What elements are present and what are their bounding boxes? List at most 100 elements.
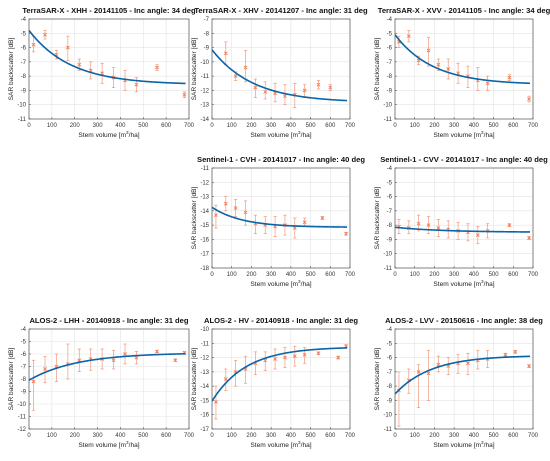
y-tick-label: -12: [17, 427, 26, 433]
data-point: [316, 82, 321, 87]
x-axis-unit-sup: 3: [298, 130, 301, 135]
data-point: [527, 236, 531, 240]
plot-title: TerraSAR-X - XVV - 20141105 - Inc angle:…: [378, 6, 550, 15]
x-axis-unit-sup: 3: [126, 130, 129, 135]
y-tick-label: -10: [17, 103, 26, 109]
plot-content: [212, 41, 348, 108]
y-axis-label-name: SAR backscatter: [191, 199, 198, 249]
y-tick-label: -10: [200, 60, 209, 66]
y-axis-label-name: SAR backscatter: [374, 50, 381, 100]
y-axis-label-name: SAR backscatter: [374, 360, 381, 410]
y-tick-label: -5: [21, 340, 27, 346]
data-point: [253, 85, 258, 90]
y-axis-unit: [dB]: [191, 37, 198, 49]
y-axis-label: SAR backscatter [dB]: [374, 186, 381, 249]
x-tick-label: 0: [210, 433, 214, 439]
data-point: [65, 45, 70, 50]
x-tick-label: 300: [266, 123, 277, 129]
subplot-1: 0 100 200 300 400 500 600 700 -11 -10 -9 -8 -7 -6 -5 -4…: [8, 6, 196, 139]
x-tick-label: 600: [508, 123, 519, 129]
data-point: [316, 351, 321, 356]
axes-box: [394, 328, 534, 430]
x-tick-label: 0: [393, 123, 397, 129]
data-point: [302, 352, 307, 357]
y-tick-label: -4: [387, 327, 393, 333]
fit-curve: [395, 226, 531, 233]
y-axis-label: SAR backscatter [dB]: [191, 347, 198, 410]
data-point: [485, 81, 490, 86]
y-tick-label: -12: [200, 88, 209, 94]
y-tick-label: -15: [200, 223, 209, 229]
y-tick-label: -7: [204, 17, 210, 23]
data-point: [302, 88, 307, 93]
x-tick-label: 100: [47, 433, 58, 439]
subplot-8: 0 100 200 300 400 500 600 700 -11 -10 -9 -8 -7 -6 -5 -4…: [374, 316, 543, 449]
x-tick-label: 500: [489, 433, 500, 439]
plot-content: [395, 30, 531, 103]
x-axis-unit-tail: /ha]: [129, 442, 140, 449]
data-point: [426, 371, 431, 376]
plot-area: [395, 19, 533, 119]
x-axis-label: Stem volume [m3/ha]: [433, 130, 494, 139]
data-point: [31, 42, 36, 47]
y-tick-label: -6: [21, 46, 27, 52]
x-tick-label: 300: [93, 433, 104, 439]
y-tick-label: -5: [387, 31, 393, 37]
x-axis-unit-tail: /ha]: [484, 132, 495, 139]
y-axis-unit: [dB]: [8, 37, 15, 49]
x-tick-label: 500: [306, 272, 317, 278]
data-point: [223, 51, 228, 56]
x-axis-unit-tail: /ha]: [484, 442, 495, 449]
y-tick-label: -7: [21, 60, 27, 66]
data-point: [302, 220, 307, 225]
y-tick-label: -14: [200, 384, 209, 390]
y-tick-label: -11: [201, 74, 210, 80]
data-point: [54, 364, 59, 369]
plot-title: TerraSAR-X - XHV - 20141207 - Inc angle:…: [194, 6, 368, 15]
y-axis-unit: [dB]: [374, 186, 381, 198]
y-tick-label: -14: [200, 117, 209, 123]
y-tick-label: -4: [387, 17, 393, 23]
plot-content: [29, 343, 187, 411]
x-axis-unit-tail: /ha]: [301, 281, 312, 288]
axes-box: [211, 18, 351, 120]
x-tick-label: 0: [210, 123, 214, 129]
plot-content: [212, 344, 348, 420]
data-point: [292, 226, 297, 230]
data-point: [214, 399, 218, 404]
subplot-3: 0 100 200 300 400 500 600 700 -11 -10 -9 -8 -7 -6 -5 -4…: [374, 6, 550, 139]
x-tick-label: 500: [306, 123, 317, 129]
data-point: [273, 357, 278, 361]
data-point: [436, 62, 441, 67]
data-point: [233, 369, 238, 374]
x-tick-label: 600: [508, 272, 519, 278]
x-axis-label-name: Stem volume: [250, 132, 289, 139]
data-point: [283, 94, 287, 99]
y-axis-label: SAR backscatter [dB]: [374, 347, 381, 410]
x-axis-label-name: Stem volume: [433, 281, 472, 288]
plot-title: ALOS-2 - LVV - 20150616 - Inc angle: 38 …: [385, 316, 543, 325]
fit-curve: [212, 347, 348, 402]
y-tick-label: -9: [387, 398, 393, 404]
y-tick-label: -8: [387, 74, 393, 80]
plot-title: TerraSAR-X - XHH - 20141105 - Inc angle:…: [22, 6, 196, 15]
x-axis-unit-sup: 3: [481, 279, 484, 284]
axes-box: [394, 167, 534, 269]
x-axis-label-name: Stem volume: [250, 281, 289, 288]
x-tick-label: 700: [345, 123, 356, 129]
plot-area: [395, 329, 533, 429]
x-axis-unit-base: [m: [474, 132, 482, 139]
data-point: [263, 358, 268, 363]
data-point: [475, 233, 480, 238]
y-axis-label-name: SAR backscatter: [8, 50, 15, 100]
y-axis-label-name: SAR backscatter: [374, 199, 381, 249]
data-point: [182, 92, 187, 97]
data-point: [527, 97, 531, 101]
x-tick-label: 600: [325, 433, 336, 439]
data-point: [77, 62, 82, 67]
plot-content: [29, 29, 187, 98]
data-point: [43, 32, 47, 37]
y-axis-label-name: SAR backscatter: [191, 50, 198, 100]
y-axis-unit: [dB]: [191, 186, 198, 198]
